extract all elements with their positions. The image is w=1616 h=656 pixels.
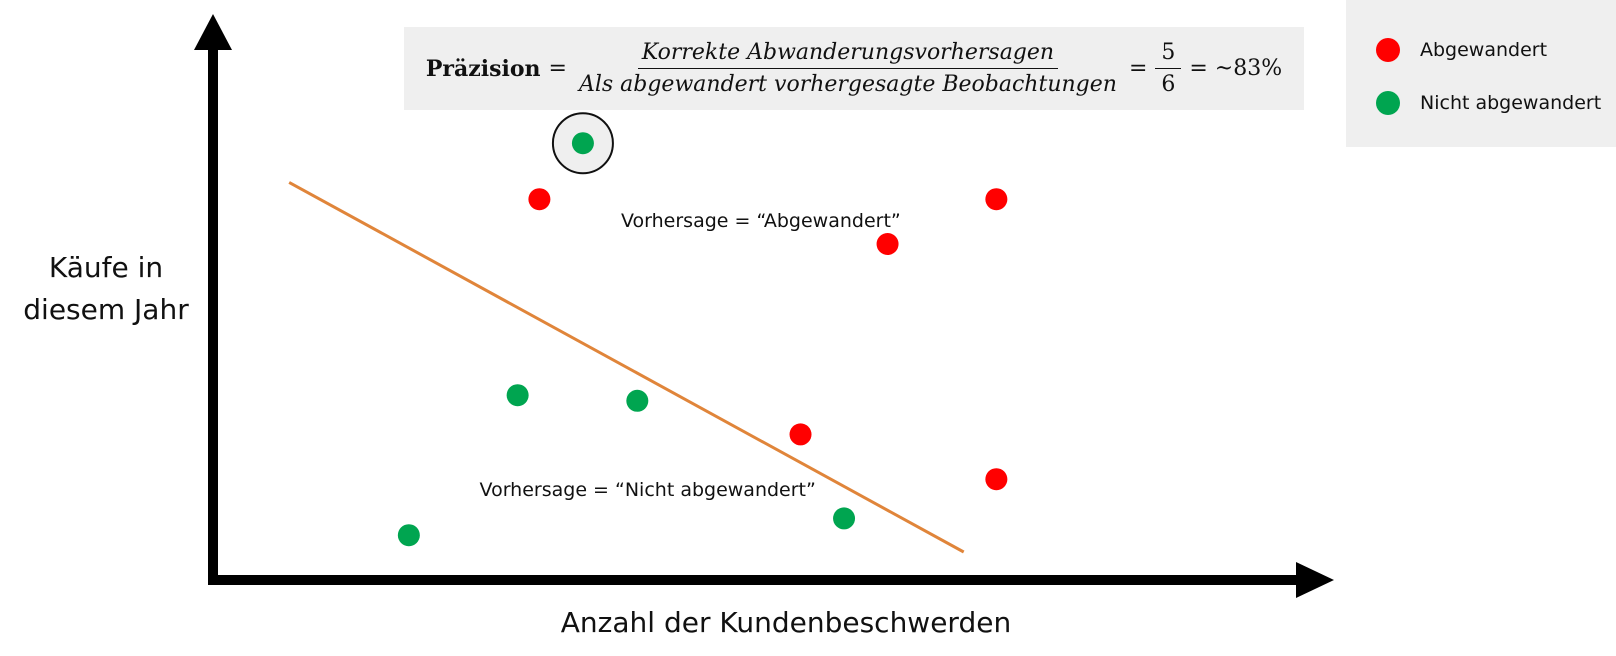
point-nicht-abgewandert-1 xyxy=(571,132,594,155)
point-nicht-abgewandert-3 xyxy=(626,389,649,412)
point-abgewandert-5 xyxy=(985,468,1008,491)
legend-item-churned: Abgewandert xyxy=(1376,35,1547,65)
formula-fraction-values: 5 6 xyxy=(1155,40,1182,97)
y-axis-arrowhead xyxy=(194,14,232,50)
legend-label-churned: Abgewandert xyxy=(1420,39,1548,61)
legend-marker-churned xyxy=(1376,38,1400,62)
point-abgewandert-3 xyxy=(985,188,1008,211)
formula-equals-2: = xyxy=(1128,56,1148,81)
formula-fraction-words: Korrekte Abwanderungsvorhersagen Als abg… xyxy=(575,40,1121,97)
legend: Abgewandert Nicht abgewandert xyxy=(1346,0,1616,147)
formula-lhs: Präzision xyxy=(425,55,541,82)
precision-formula: Präzision = Korrekte Abwanderungsvorhers… xyxy=(404,27,1304,110)
point-nicht-abgewandert-5 xyxy=(833,507,856,530)
legend-marker-not-churned xyxy=(1376,91,1400,115)
formula-value-numerator: 5 xyxy=(1155,40,1182,69)
formula-equals-1: = xyxy=(548,56,567,81)
decision-boundary-line xyxy=(288,181,965,554)
formula-result: = ~83% xyxy=(1189,56,1283,81)
x-axis-arrowhead xyxy=(1296,562,1334,598)
point-abgewandert-4 xyxy=(789,423,812,446)
annotation-prediction-churned: Vorhersage = “Abgewandert” xyxy=(621,210,901,232)
legend-item-not-churned: Nicht abgewandert xyxy=(1376,88,1601,118)
data-points xyxy=(397,112,1008,547)
x-axis-title: Anzahl der Kundenbeschwerden xyxy=(561,606,1011,639)
point-abgewandert-2 xyxy=(876,233,899,255)
formula-denominator: Als abgewandert vorhergesagte Beobachtun… xyxy=(578,72,1117,97)
point-nicht-abgewandert-2 xyxy=(506,384,529,407)
annotation-prediction-not-churned: Vorhersage = “Nicht abgewandert” xyxy=(480,479,816,501)
axes xyxy=(194,14,1334,598)
point-abgewandert-1 xyxy=(528,188,551,211)
point-nicht-abgewandert-4 xyxy=(397,524,420,547)
formula-value-denominator: 6 xyxy=(1161,72,1176,97)
y-axis-title-line-2: diesem Jahr xyxy=(23,293,189,326)
legend-label-not-churned: Nicht abgewandert xyxy=(1420,92,1602,114)
formula-numerator: Korrekte Abwanderungsvorhersagen xyxy=(637,40,1059,69)
y-axis-title-line-1: Käufe in xyxy=(49,251,163,284)
